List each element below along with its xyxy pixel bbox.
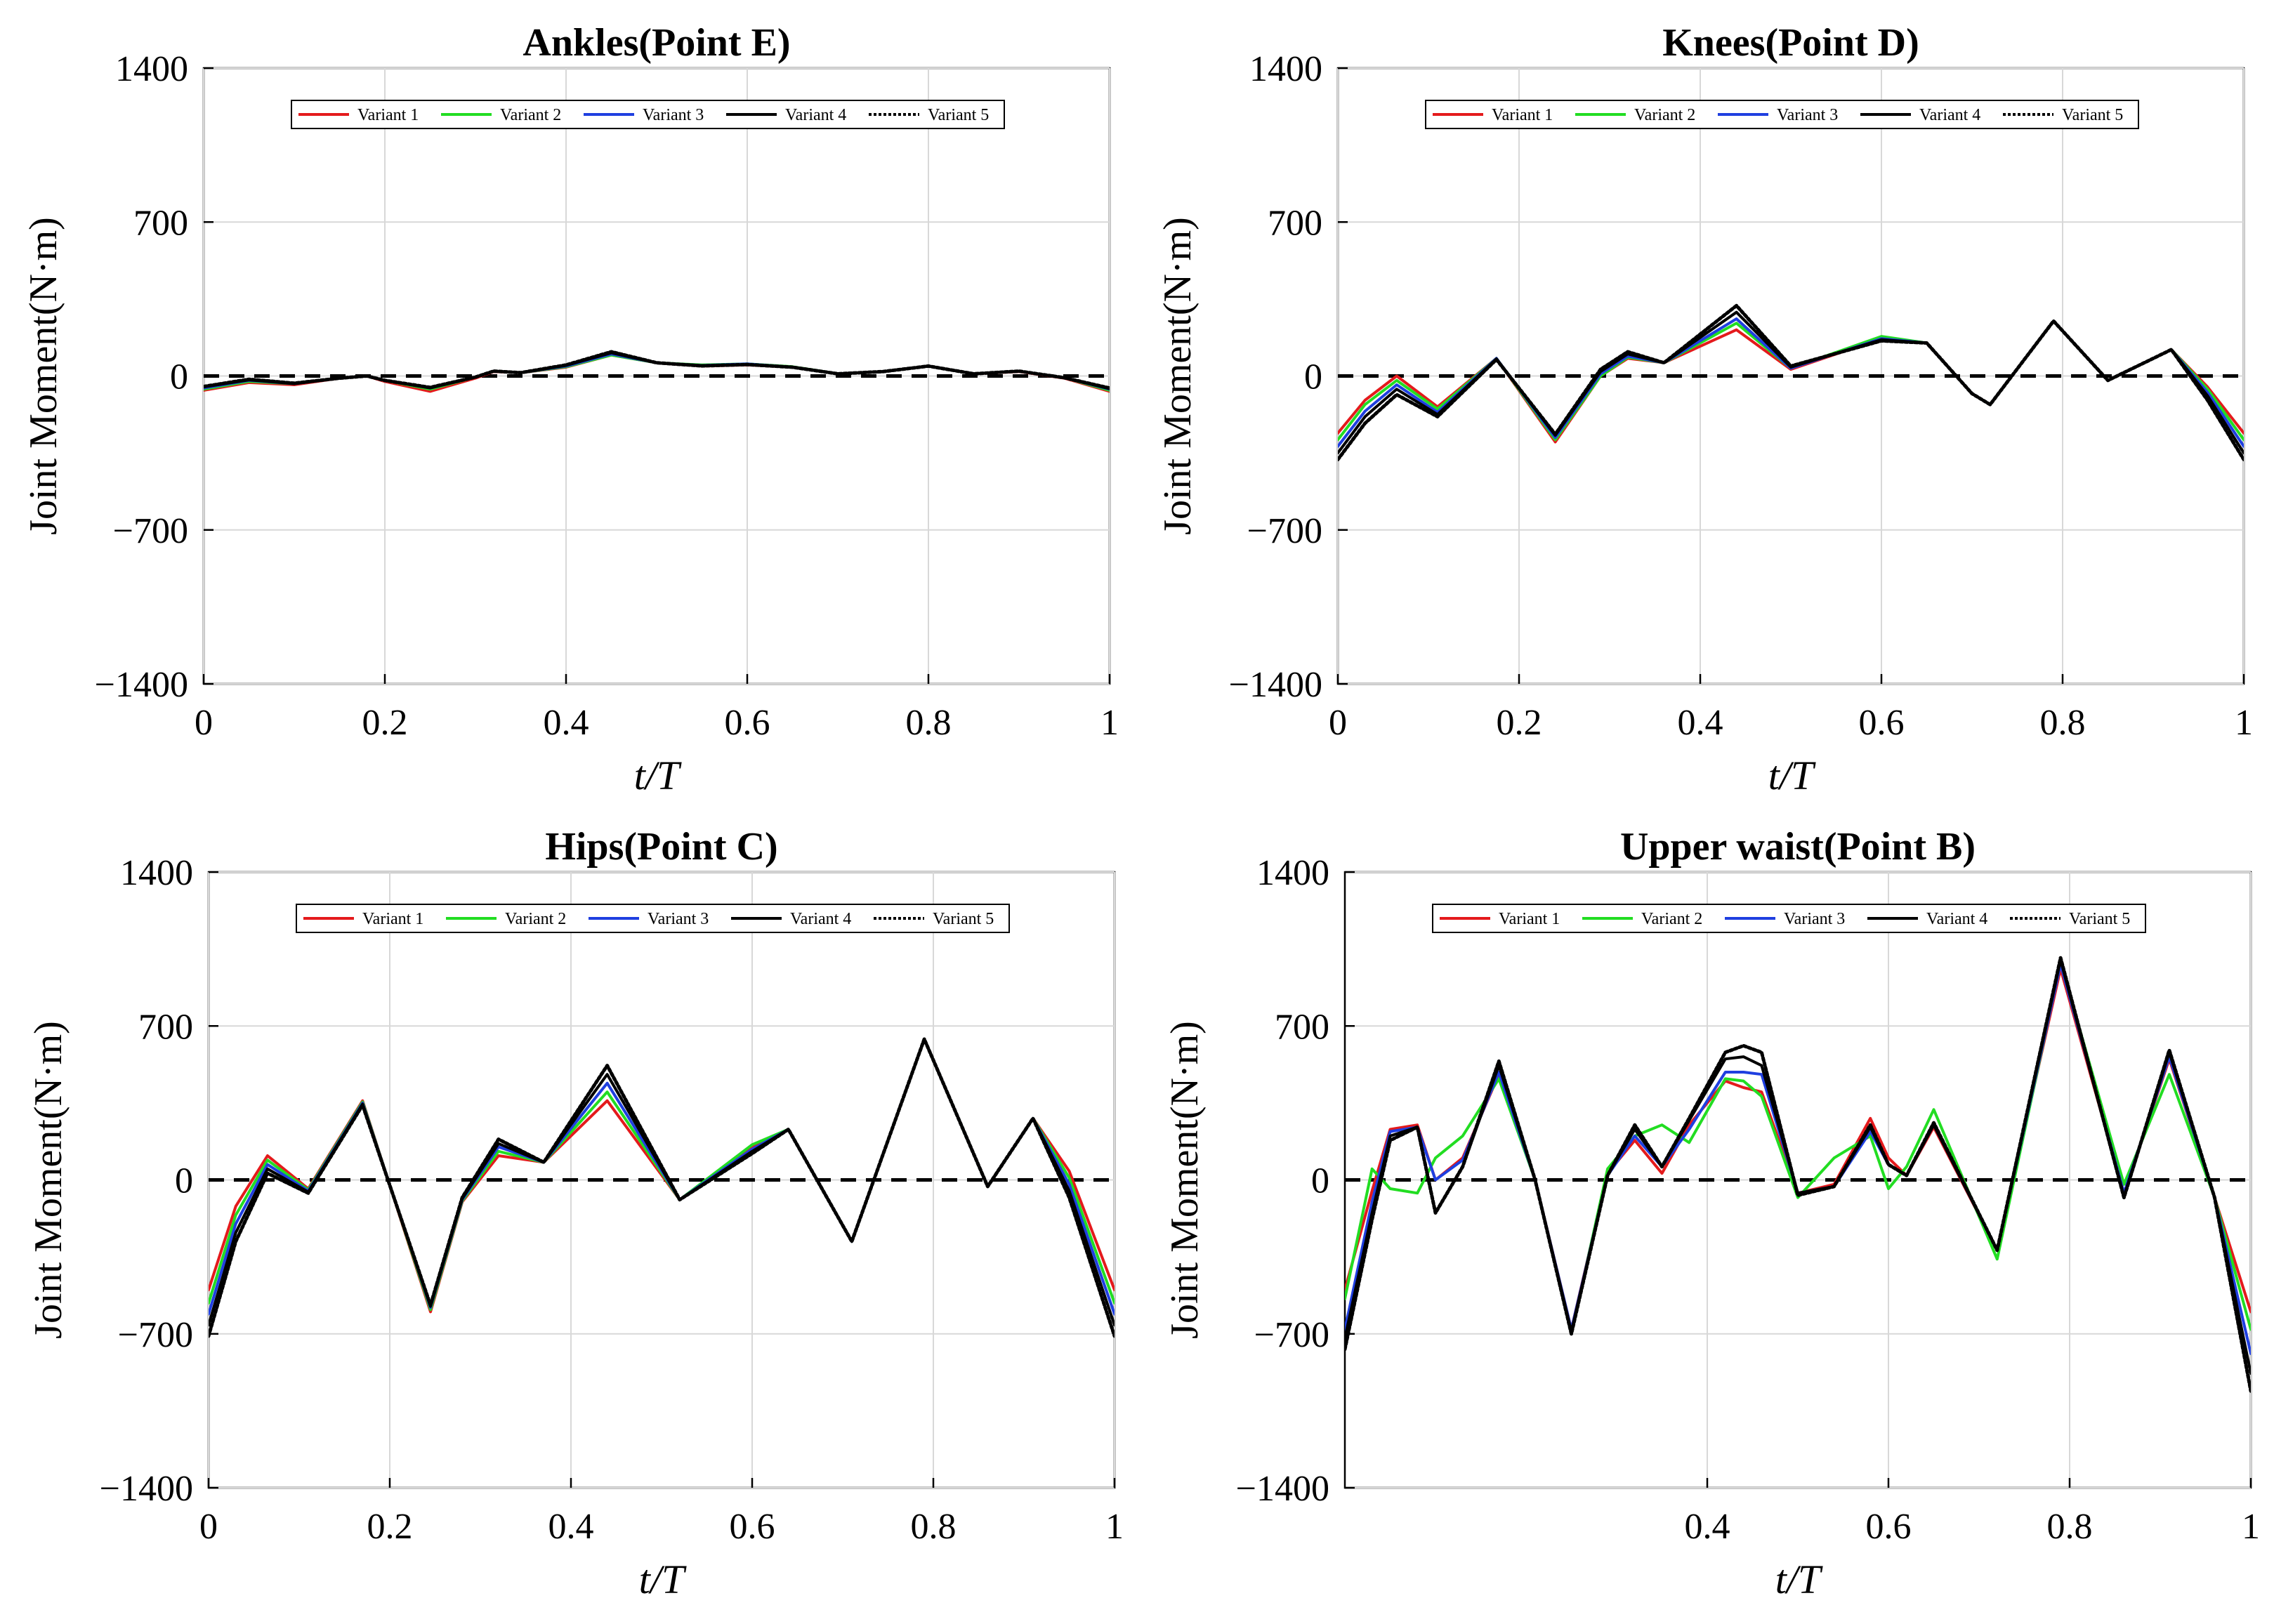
- hips-legend-label-variant-3: Variant 3: [648, 910, 709, 928]
- upper-waist-x-tick-label: 0.8: [2047, 1507, 2093, 1547]
- ankles-y-tick-label: 0: [170, 357, 188, 397]
- ankles-chart-title: Ankles(Point E): [523, 21, 790, 65]
- ankles-y-tick-label: 1400: [115, 49, 188, 89]
- knees-x-tick-label: 0.2: [1497, 703, 1542, 743]
- hips-legend-label-variant-1: Variant 1: [362, 910, 423, 928]
- knees-x-axis-label: t/T: [1768, 753, 1816, 798]
- knees-x-tick-label: 1: [2235, 703, 2253, 743]
- knees-x-tick-label: 0: [1329, 703, 1347, 743]
- hips-y-axis-label: Joint Moment(N·m): [27, 1021, 70, 1339]
- hips-x-tick-label: 0.8: [911, 1507, 957, 1547]
- knees-legend: Variant 1 Variant 2 Variant 3 Variant 4 Vari…: [1425, 100, 2139, 129]
- ankles-y-axis-label: Joint Moment(N·m): [22, 217, 65, 535]
- chart-panel-ankles: 0 0.2 0.4 0.6 0.8 1 1400 700 0 −700 −1400 Ankles(Po…: [22, 21, 1119, 798]
- upper-waist-x-axis-label: t/T: [1775, 1557, 1823, 1602]
- upper-waist-y-tick-label: 1400: [1256, 853, 1329, 893]
- hips-series-variant-5: [209, 1037, 1115, 1338]
- knees-y-axis-label: Joint Moment(N·m): [1156, 217, 1200, 535]
- ankles-x-tick-label: 0.8: [906, 703, 952, 743]
- upper-waist-x-tick-label: 0.4: [1685, 1507, 1730, 1547]
- upper-waist-y-tick-label: −1400: [1236, 1469, 1329, 1509]
- ankles-x-tick-label: 1: [1100, 703, 1119, 743]
- upper-waist-legend-label-variant-4: Variant 4: [1926, 910, 1987, 928]
- ankles-y-tick-label: −700: [113, 511, 188, 551]
- knees-y-tick-label: −700: [1247, 511, 1322, 551]
- knees-chart-title: Knees(Point D): [1662, 21, 1919, 65]
- upper-waist-legend-label-variant-2: Variant 2: [1641, 910, 1702, 928]
- knees-legend-label-variant-1: Variant 1: [1492, 106, 1553, 124]
- knees-y-tick-label: −1400: [1229, 665, 1322, 705]
- hips-x-tick-label: 0.2: [367, 1507, 413, 1547]
- hips-y-tick-label: 1400: [120, 853, 193, 893]
- ankles-legend-label-variant-2: Variant 2: [500, 106, 561, 124]
- upper-waist-legend-label-variant-5: Variant 5: [2069, 910, 2130, 928]
- knees-legend-label-variant-4: Variant 4: [1919, 106, 1980, 124]
- upper-waist-legend-label-variant-3: Variant 3: [1784, 910, 1845, 928]
- hips-legend-label-variant-4: Variant 4: [790, 910, 851, 928]
- upper-waist-chart-title: Upper waist(Point B): [1620, 825, 1976, 869]
- ankles-x-tick-label: 0.2: [362, 703, 408, 743]
- upper-waist-y-tick-label: −700: [1254, 1315, 1329, 1355]
- upper-waist-y-axis-label: Joint Moment(N·m): [1163, 1021, 1207, 1339]
- ankles-legend-label-variant-1: Variant 1: [357, 106, 419, 124]
- knees-y-tick-label: 0: [1304, 357, 1322, 397]
- upper-waist-y-tick-label: 700: [1275, 1007, 1329, 1047]
- knees-x-tick-label: 0.8: [2040, 703, 2086, 743]
- knees-x-tick-label: 0.4: [1678, 703, 1723, 743]
- ankles-series-variant-5: [204, 350, 1110, 390]
- knees-y-tick-label: 1400: [1249, 49, 1322, 89]
- upper-waist-series-variant-5: [1345, 956, 2251, 1393]
- upper-waist-legend-label-variant-1: Variant 1: [1499, 910, 1560, 928]
- chart-panel-hips: 0 0.2 0.4 0.6 0.8 1 1400 700 0 −700 −1400 Hips(Poin…: [27, 825, 1124, 1602]
- knees-x-tick-label: 0.6: [1859, 703, 1905, 743]
- knees-series-variant-5: [1338, 303, 2244, 461]
- knees-legend-label-variant-3: Variant 3: [1777, 106, 1838, 124]
- ankles-x-tick-label: 0: [195, 703, 213, 743]
- upper-waist-x-tick-label: 0.6: [1866, 1507, 1912, 1547]
- hips-legend-label-variant-5: Variant 5: [933, 910, 994, 928]
- ankles-y-tick-label: 700: [133, 203, 188, 243]
- hips-x-tick-label: 0.6: [730, 1507, 775, 1547]
- chart-panel-knees: 0 0.2 0.4 0.6 0.8 1 1400 700 0 −700 −1400 Knees(Poi…: [1156, 21, 2253, 798]
- knees-legend-label-variant-2: Variant 2: [1634, 106, 1695, 124]
- hips-y-tick-label: −700: [118, 1315, 193, 1355]
- hips-x-tick-label: 0.4: [548, 1507, 594, 1547]
- upper-waist-y-tick-label: 0: [1311, 1161, 1329, 1201]
- ankles-legend-label-variant-4: Variant 4: [785, 106, 846, 124]
- ankles-legend-label-variant-3: Variant 3: [643, 106, 704, 124]
- knees-y-tick-label: 700: [1268, 203, 1322, 243]
- hips-legend: Variant 1 Variant 2 Variant 3 Variant 4 Vari…: [296, 904, 1010, 933]
- hips-y-tick-label: 0: [175, 1161, 193, 1201]
- ankles-x-axis-label: t/T: [634, 753, 682, 798]
- hips-legend-label-variant-2: Variant 2: [505, 910, 566, 928]
- hips-x-axis-label: t/T: [639, 1557, 687, 1602]
- ankles-legend: Variant 1 Variant 2 Variant 3 Variant 4 Vari…: [291, 100, 1005, 129]
- hips-x-tick-label: 1: [1105, 1507, 1124, 1547]
- ankles-legend-label-variant-5: Variant 5: [928, 106, 989, 124]
- hips-y-tick-label: −1400: [100, 1469, 193, 1509]
- upper-waist-legend: Variant 1 Variant 2 Variant 3 Variant 4 Vari…: [1432, 904, 2146, 933]
- ankles-y-tick-label: −1400: [95, 665, 188, 705]
- ankles-x-tick-label: 0.4: [544, 703, 589, 743]
- knees-legend-label-variant-5: Variant 5: [2062, 106, 2123, 124]
- ankles-x-tick-label: 0.6: [725, 703, 770, 743]
- chart-panel-upper-waist: 0.4 0.6 0.8 1 1400 700 0 −700 −1400 Upper waist(P…: [1163, 825, 2260, 1602]
- upper-waist-x-tick-label: 1: [2242, 1507, 2260, 1547]
- hips-y-tick-label: 700: [138, 1007, 193, 1047]
- hips-chart-title: Hips(Point C): [545, 825, 777, 869]
- hips-x-tick-label: 0: [199, 1507, 218, 1547]
